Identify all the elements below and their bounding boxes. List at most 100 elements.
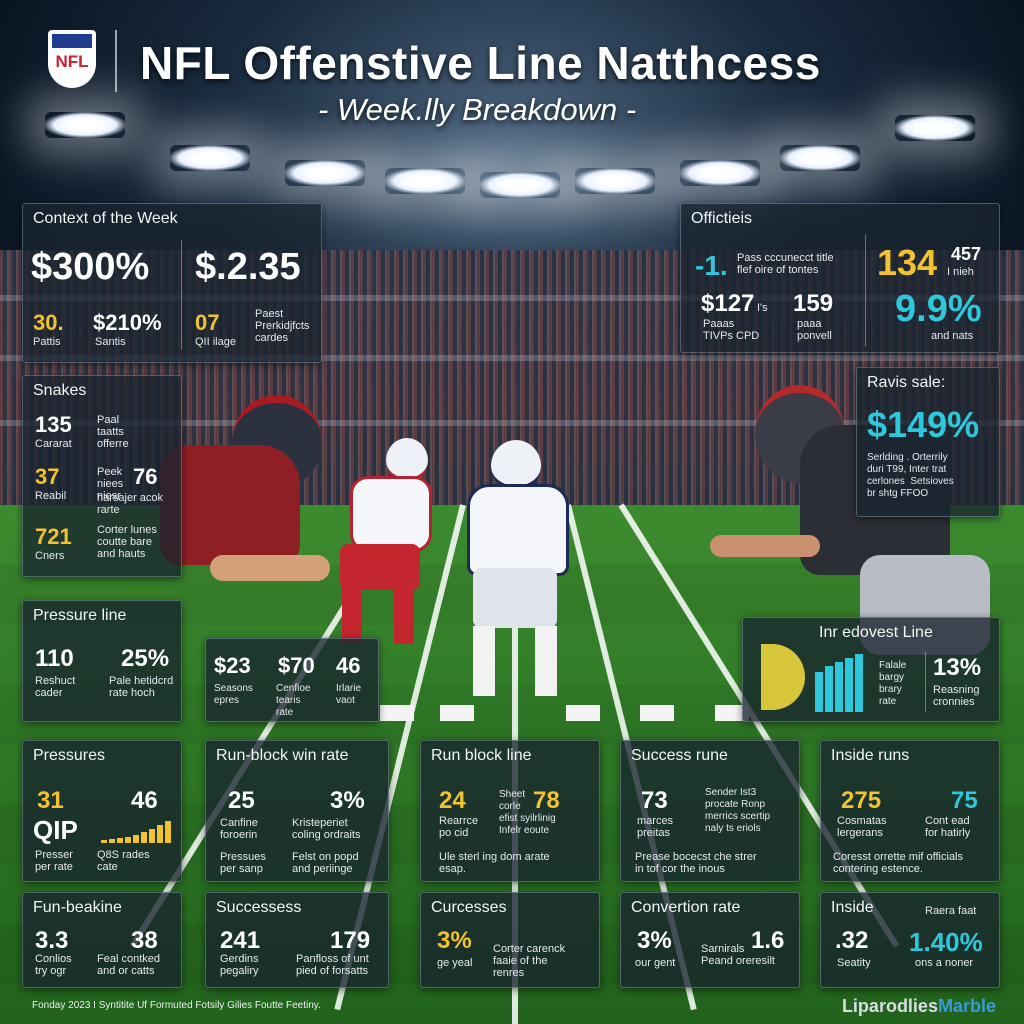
stat-value: 179 [330,927,371,954]
brand-logo: LiparodliesMarble [842,996,996,1017]
stadium-light [780,145,860,171]
stat-value: 3% [330,787,365,814]
stat-value: 37 [35,464,60,489]
stat-value: 78 [533,787,560,814]
panel-title: Snakes [33,382,87,399]
stat-value: $127 [701,290,755,317]
stat-label: Pressues per sanp [220,851,266,875]
stat-desc: Corter lunes coutte bare and hauts [97,524,157,560]
stat-desc: Coresst orrette mif officials contering … [833,851,964,875]
stand-tier [0,295,1024,301]
panel-title: Ravis sale: [867,374,946,391]
stat-desc: Corter carenck faaie of the renres [493,943,566,979]
stat-label: Pale hetidcrd rate hoch [109,675,174,699]
panel-title: Inside runs [831,747,910,764]
stat-label: Pass cccunecct title flef oire of tontes [737,252,834,276]
panel-title: Pressures [33,747,106,764]
player-running-back [320,438,432,648]
hash-mark [566,705,600,721]
stat-value: $210% [93,310,162,335]
stat-label: Cners [35,550,65,562]
nfl-logo-text: NFL [55,52,89,71]
stat-label: Seatity [837,957,871,969]
panel-mini-stats: $23 Seasons epres $70 Cenfioe tearis rat… [205,638,379,722]
panel-inside-runs: Inside runs 275 Cosmatas lergerans 75 Co… [820,740,1000,882]
stat-value: $149% [867,404,980,445]
stat-value: 457 [951,244,982,264]
panel-run-block-win-rate: Run-block win rate 25 Canfine foroerin 3… [205,740,389,882]
hash-mark [380,705,414,721]
player-center [455,440,575,700]
stat-value: 159 [793,290,834,317]
panel-title: Inr edovest Line [819,624,933,641]
stat-value: 1.6 [751,927,785,954]
stat-value: 46 [336,653,361,678]
page-subtitle: - Week.lly Breakdown - [318,92,637,127]
panel-run-block-line: Run block line 24 Rearrce po cid 78 Shee… [420,740,600,882]
stat-value: 07 [195,310,220,335]
stat-value: 1.40% [909,927,983,957]
stat-desc: Sender Ist3 procate Ronp merrics scertip… [705,787,771,834]
stand-tier [0,355,1024,361]
stat-value: 76 [133,464,158,489]
stat-label: Cont ead for hatirly [925,815,971,839]
stat-label: ons a noner [915,957,974,969]
stand-tier [0,420,1024,426]
stadium-light [680,160,760,186]
panel-divider [865,234,866,346]
panel-successess: Successess 241 Gerdins pegaliry 179 Panf… [205,892,389,988]
stat-desc: Peek niees niesr [97,466,124,502]
stat-label: QII ilage [195,336,236,348]
stadium-light [575,168,655,194]
panel-title: Run block line [431,747,532,764]
page-title: NFL Offenstive Line Natthcess [140,37,821,89]
panel-pressures: Pressures 31 QIP 46 Presser per rate Q8S… [22,740,182,882]
stat-label: Sarnirals Peand oreresilt [701,943,775,967]
stat-value: 46 [131,787,158,814]
stadium-light [170,145,250,171]
stat-value: $.2.35 [195,246,301,288]
stat-value: 31 [37,787,64,814]
panel-title: Fun-beakine [33,899,122,916]
stat-label: Pattis [33,336,61,348]
bar-chart-icon [815,652,873,712]
stadium-light [385,168,465,194]
stadium-light [895,115,975,141]
stat-value: $23 [214,653,251,678]
stat-label: I nieh [947,266,974,278]
stat-desc: Prease bocecst che strer in tof cor the … [635,851,757,875]
stat-value: 38 [131,927,158,954]
stat-label: Irlarie vaot [336,683,362,706]
stat-label: Q8S rades cate [97,849,150,873]
panel-title: Pressure line [33,607,127,624]
stat-value: 3% [637,927,672,954]
stadium-light [45,112,125,138]
panel-ravis-sale: Ravis sale: $149% Serlding . Orterrily d… [856,367,1000,517]
stat-label: Sheet corle efist syilrlinig Infelr eout… [499,789,556,836]
stat-value: 134 [877,242,938,283]
stat-value: 3.3 [35,927,69,954]
stat-value: 13% [933,654,982,681]
stat-value: 275 [841,787,882,814]
stat-label: and nats [931,330,974,342]
panel-divider [181,240,182,350]
header-divider [115,30,117,92]
nfl-logo: NFL [48,30,96,88]
panel-title: Success rune [631,747,728,764]
panel-pressure-line: Pressure line 110 Reshuct cader 25% Pale… [22,600,182,722]
hash-mark [440,705,474,721]
stat-label: Canfine foroerin [220,817,258,841]
stat-label: Cosmatas lergerans [837,815,887,839]
stat-label: Feal contked and or catts [97,953,160,977]
stat-desc: Paal taatts offerre [97,414,129,450]
stat-label: ge yeal [437,957,473,969]
stat-desc: Ule sterl ing dom arate esap. [439,851,550,875]
stat-value: 25 [228,787,255,814]
stat-label: Conlios try ogr [35,953,72,977]
stat-label: Kristeperiet coling ordraits [292,817,361,841]
panel-context-of-week: Context of the Week $300% $.2.35 30. Pat… [22,203,322,363]
stat-label: our gent [635,957,676,969]
stat-value: 75 [951,787,978,814]
panel-officities: Offictieis -1. Pass cccunecct title flef… [680,203,1000,353]
panel-inside: Inside Raera faat .32 Seatity 1.40% ons … [820,892,1000,988]
